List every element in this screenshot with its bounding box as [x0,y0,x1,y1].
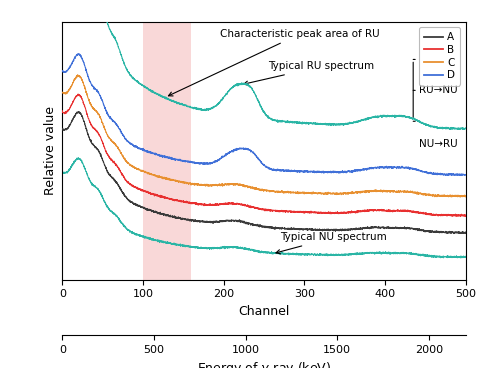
Bar [143,22,192,280]
X-axis label: Channel: Channel [238,305,290,318]
Text: Typical RU spectrum: Typical RU spectrum [244,61,374,85]
Text: Typical NU spectrum: Typical NU spectrum [276,233,387,254]
Text: Characteristic peak area of RU: Characteristic peak area of RU [168,29,379,96]
Text: NU→RU: NU→RU [419,139,458,149]
X-axis label: Energy of $\gamma$-ray (keV): Energy of $\gamma$-ray (keV) [197,360,331,368]
Text: RU→NU: RU→NU [419,85,458,95]
Legend: A, B, C, D: A, B, C, D [419,27,460,85]
Y-axis label: Relative value: Relative value [44,106,57,195]
